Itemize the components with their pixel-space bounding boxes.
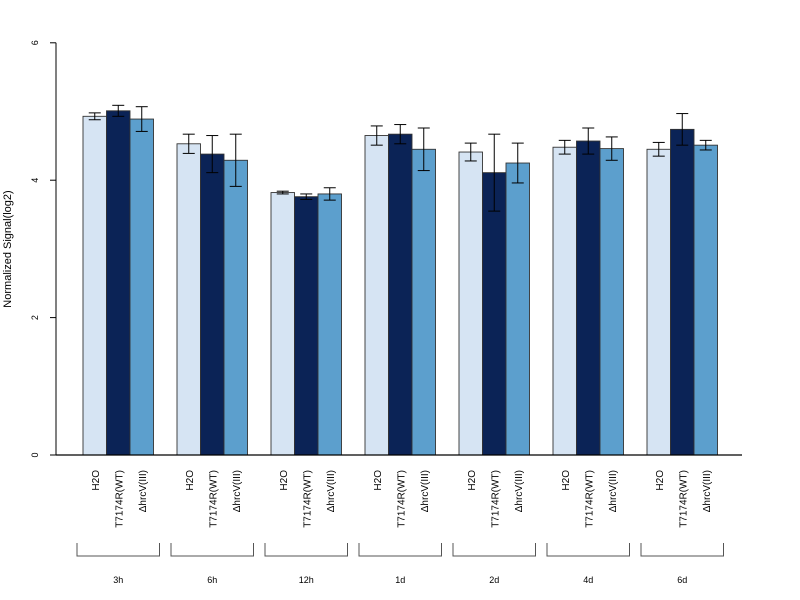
error-bar [417,127,430,172]
group-labels: 3h 6h 12h 1d 2d 4d 6d [76,543,724,585]
bar-12h-T7174R(WT) [294,196,319,456]
bar-1d-ΔhrcV(III) [411,148,436,456]
category-label: ΔhrcV(III) [514,470,525,512]
error-bar [88,112,101,121]
error-bar [558,139,571,155]
group-label: 2d [489,575,499,585]
bar-4d-H2O [552,146,577,456]
y-axis: 0 2 4 6 [30,40,57,458]
group-bracket [452,543,536,557]
bar-2d-T7174R(WT) [482,172,507,456]
bar-4d-T7174R(WT) [576,140,601,456]
error-bar [206,135,219,174]
category-label: ΔhrcV(III) [608,470,619,512]
group-label: 6d [677,575,687,585]
group-bracket [170,543,254,557]
category-label: H2O [561,470,572,491]
error-bar [323,187,336,201]
y-tick-label: 4 [30,178,40,183]
bar-6d-T7174R(WT) [670,128,695,456]
category-label: H2O [373,470,384,491]
error-bar [652,141,665,157]
category-label: ΔhrcV(III) [420,470,431,512]
category-label: T7174R(WT) [584,470,595,528]
error-bar [394,124,407,145]
bars [82,104,718,456]
y-axis-label: Normalized Signal(log2) [2,190,14,307]
category-label: H2O [279,470,290,491]
bar-6d-H2O [646,148,671,456]
group-label: 6h [207,575,217,585]
error-bar [488,133,501,212]
category-label: T7174R(WT) [114,470,125,528]
x-axis: H2O T7174R(WT) ΔhrcV(III) H2O T7174R(WT) Δhrc… [56,454,742,528]
error-bar [676,113,689,146]
error-bar [229,133,242,187]
category-label: T7174R(WT) [678,470,689,528]
group-bracket [264,543,348,557]
y-tick-label: 6 [30,40,40,45]
category-label: H2O [467,470,478,491]
category-label: ΔhrcV(III) [326,470,337,512]
error-bar [300,193,313,200]
category-label: H2O [655,470,666,491]
bar-12h-H2O [270,192,295,456]
error-bar [370,125,383,146]
category-label: ΔhrcV(III) [232,470,243,512]
group-label: 1d [395,575,405,585]
bar-3h-H2O [82,115,107,456]
category-label: H2O [91,470,102,491]
error-bar [511,142,524,184]
bar-6h-T7174R(WT) [200,153,225,456]
category-label: T7174R(WT) [396,470,407,528]
category-label: T7174R(WT) [302,470,313,528]
bar-2d-H2O [458,151,483,456]
error-bar [276,190,289,195]
group-bracket [640,543,724,557]
bar-3h-ΔhrcV(III) [129,118,154,456]
error-bar [699,139,712,151]
error-bar [182,133,195,154]
category-label: T7174R(WT) [490,470,501,528]
bar-6h-ΔhrcV(III) [223,159,248,456]
group-label: 3h [113,575,123,585]
bar-6h-H2O [176,143,201,456]
bar-6d-ΔhrcV(III) [693,144,718,456]
y-tick-label: 0 [30,452,40,457]
category-label: T7174R(WT) [208,470,219,528]
group-bracket [546,543,630,557]
error-bar [464,142,477,162]
error-bar [135,106,148,132]
group-bracket [76,543,160,557]
group-bracket [358,543,442,557]
category-label: ΔhrcV(III) [702,470,713,512]
bar-12h-ΔhrcV(III) [317,193,342,456]
group-label: 4d [583,575,593,585]
error-bar [605,136,618,161]
bar-1d-H2O [364,135,389,456]
category-label: ΔhrcV(III) [138,470,149,512]
bar-4d-ΔhrcV(III) [599,148,624,456]
bar-1d-T7174R(WT) [388,133,413,456]
error-bar [112,104,125,117]
bar-2d-ΔhrcV(III) [505,162,530,456]
y-tick-label: 2 [30,315,40,320]
error-bar [582,127,595,155]
category-label: H2O [185,470,196,491]
group-label: 12h [299,575,314,585]
bar-3h-T7174R(WT) [106,110,131,456]
